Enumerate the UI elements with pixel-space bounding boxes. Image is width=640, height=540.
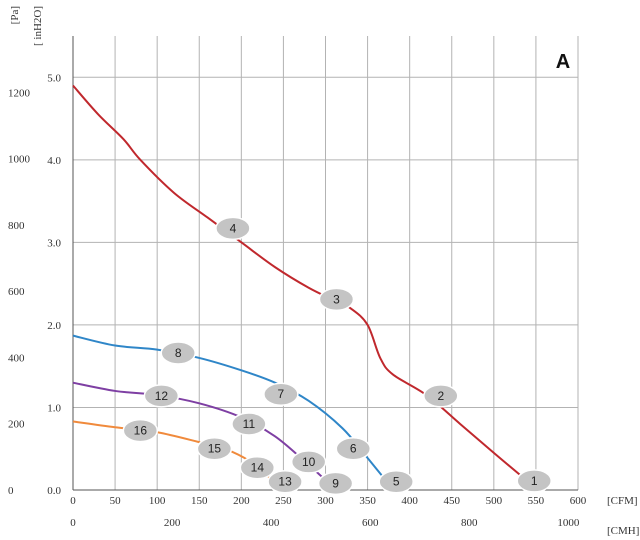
y2-tick-label: 200	[8, 419, 25, 431]
x-tick-label: 550	[528, 495, 545, 507]
marker-label: 5	[393, 475, 400, 489]
y2-axis-unit-label: [Pa]	[9, 6, 21, 24]
marker-bubble	[143, 384, 180, 408]
x-tick-label: 400	[401, 495, 418, 507]
marker-bubble	[122, 418, 159, 443]
x-tick-label: 50	[110, 495, 122, 507]
marker-bubble	[290, 450, 327, 474]
x-tick-label: 0	[70, 495, 76, 507]
x2-tick-label: 1000	[557, 517, 580, 529]
marker-label: 6	[350, 442, 357, 456]
y2-tick-label: 1200	[8, 87, 31, 99]
marker-bubble	[378, 469, 414, 494]
marker-bubble	[267, 469, 303, 494]
marker-label: 12	[155, 389, 169, 403]
x-tick-label: 100	[149, 495, 166, 507]
marker-label: 4	[230, 221, 237, 235]
marker-label: 8	[175, 346, 182, 360]
series-line-2	[72, 334, 394, 489]
x-tick-label: 500	[486, 495, 503, 507]
y-tick-label: 0.0	[47, 485, 61, 497]
y-tick-label: 5.0	[47, 72, 61, 84]
x-tick-label: 600	[570, 495, 587, 507]
x-tick-label: 300	[317, 495, 334, 507]
panel-label: A	[556, 51, 570, 73]
x2-tick-label: 400	[263, 517, 280, 529]
marker-label: 16	[134, 424, 148, 438]
x2-tick-label: 800	[461, 517, 478, 529]
y2-tick-label: 0	[8, 485, 14, 497]
marker-label: 9	[332, 476, 339, 490]
grid	[72, 36, 579, 491]
x-tick-label: 150	[191, 495, 208, 507]
x2-tick-label: 0	[70, 517, 76, 529]
y-tick-label: 3.0	[47, 237, 61, 249]
marker-bubble	[423, 384, 459, 408]
marker-bubble	[335, 436, 372, 461]
marker-label: 10	[302, 455, 316, 469]
x2-tick-label: 200	[164, 517, 181, 529]
x-axis-unit-label: [CFM]	[607, 495, 638, 507]
y2-tick-label: 400	[8, 352, 25, 364]
x2-axis-unit-label: [CMH]	[607, 525, 639, 537]
marker-bubble	[196, 436, 233, 461]
y2-tick-label: 600	[8, 286, 25, 298]
marker-label: 14	[251, 461, 265, 475]
marker-label: 1	[531, 474, 538, 488]
marker-bubble	[317, 471, 354, 496]
marker-bubble	[160, 341, 196, 365]
y-axis-unit-label: [ inH2O]	[32, 6, 44, 46]
marker-bubble	[231, 412, 267, 436]
x-tick-label: 350	[359, 495, 376, 507]
marker-bubble	[215, 216, 251, 241]
y2-tick-label: 1000	[8, 154, 31, 166]
x-tick-label: 450	[444, 495, 461, 507]
marker-bubble	[516, 469, 552, 493]
marker-label: 2	[437, 389, 444, 403]
marker-label: 3	[333, 292, 340, 306]
y-tick-label: 2.0	[47, 320, 61, 332]
x2-tick-label: 600	[362, 517, 379, 529]
marker-bubble	[263, 382, 299, 406]
marker-label: 15	[208, 442, 222, 456]
marker-bubble	[318, 287, 355, 312]
x-tick-label: 200	[233, 495, 250, 507]
x-tick-label: 250	[275, 495, 292, 507]
marker-label: 7	[278, 387, 285, 401]
y-tick-label: 4.0	[47, 155, 61, 167]
marker-bubble	[239, 455, 276, 480]
y-tick-label: 1.0	[47, 402, 61, 414]
marker-label: 13	[278, 475, 292, 489]
y2-tick-label: 800	[8, 220, 25, 232]
marker-label: 11	[243, 417, 256, 431]
